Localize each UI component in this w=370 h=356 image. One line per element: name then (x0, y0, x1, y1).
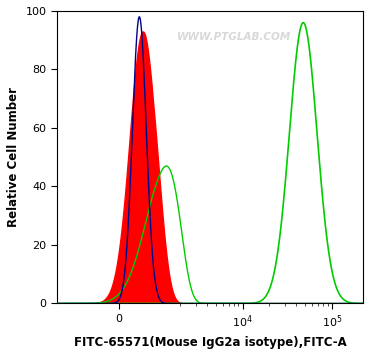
X-axis label: FITC-65571(Mouse IgG2a isotype),FITC-A: FITC-65571(Mouse IgG2a isotype),FITC-A (74, 336, 346, 349)
Text: WWW.PTGLAB.COM: WWW.PTGLAB.COM (177, 32, 292, 42)
Y-axis label: Relative Cell Number: Relative Cell Number (7, 87, 20, 227)
